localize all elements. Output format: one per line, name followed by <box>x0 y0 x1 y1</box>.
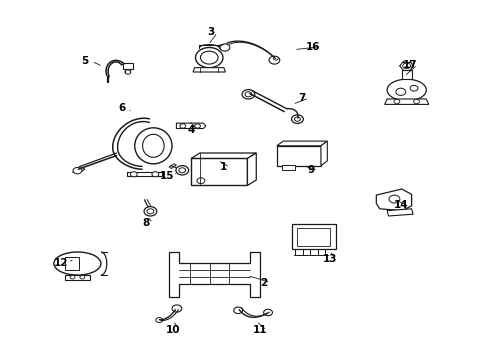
Text: 8: 8 <box>143 218 149 228</box>
Bar <box>65 257 79 270</box>
Polygon shape <box>65 275 90 280</box>
Circle shape <box>234 307 243 314</box>
Ellipse shape <box>143 134 164 157</box>
Text: 15: 15 <box>159 171 174 181</box>
Text: 10: 10 <box>166 325 180 336</box>
Text: 6: 6 <box>118 103 125 113</box>
Polygon shape <box>191 153 256 158</box>
Circle shape <box>172 305 182 312</box>
Polygon shape <box>169 252 260 297</box>
Ellipse shape <box>54 252 101 275</box>
Circle shape <box>294 117 300 121</box>
Polygon shape <box>321 141 327 166</box>
Circle shape <box>394 99 400 104</box>
Circle shape <box>245 92 252 97</box>
Circle shape <box>389 195 400 203</box>
Circle shape <box>196 48 223 68</box>
Circle shape <box>73 167 82 174</box>
Text: 13: 13 <box>322 254 337 264</box>
Bar <box>122 63 133 69</box>
Text: 12: 12 <box>54 258 69 268</box>
Bar <box>282 165 295 170</box>
Text: 17: 17 <box>403 60 418 70</box>
Circle shape <box>403 63 411 69</box>
Circle shape <box>176 166 189 175</box>
Text: 14: 14 <box>393 200 408 210</box>
Polygon shape <box>387 209 413 216</box>
Polygon shape <box>247 153 256 185</box>
Circle shape <box>292 115 303 123</box>
Ellipse shape <box>135 128 172 164</box>
Circle shape <box>264 309 272 316</box>
Circle shape <box>410 85 418 91</box>
Circle shape <box>152 172 159 177</box>
Text: 7: 7 <box>298 93 306 103</box>
Text: 1: 1 <box>220 162 226 172</box>
Ellipse shape <box>387 79 426 101</box>
Circle shape <box>242 90 255 99</box>
Circle shape <box>414 99 419 104</box>
Text: 16: 16 <box>305 42 320 52</box>
Circle shape <box>144 207 157 216</box>
Polygon shape <box>193 68 225 72</box>
Text: 11: 11 <box>252 325 267 336</box>
Circle shape <box>269 56 280 64</box>
Circle shape <box>70 275 75 279</box>
Bar <box>402 70 412 79</box>
Bar <box>297 228 330 246</box>
Circle shape <box>180 124 186 128</box>
Circle shape <box>130 172 137 177</box>
Circle shape <box>80 275 85 279</box>
Text: 5: 5 <box>81 56 88 66</box>
Circle shape <box>125 70 131 74</box>
Polygon shape <box>176 123 206 129</box>
Circle shape <box>273 57 278 60</box>
Polygon shape <box>169 164 176 168</box>
Circle shape <box>396 88 406 95</box>
Circle shape <box>156 318 163 323</box>
Polygon shape <box>376 189 412 211</box>
Polygon shape <box>73 167 85 174</box>
Text: 4: 4 <box>187 125 195 135</box>
Circle shape <box>200 51 218 64</box>
Text: 2: 2 <box>260 278 267 288</box>
Polygon shape <box>127 172 162 176</box>
Circle shape <box>195 124 200 128</box>
Bar <box>191 158 247 185</box>
Circle shape <box>220 44 230 51</box>
Circle shape <box>147 209 154 214</box>
Bar <box>292 224 336 249</box>
Bar <box>277 146 321 166</box>
Text: 9: 9 <box>308 165 315 175</box>
Text: 3: 3 <box>207 27 214 37</box>
Circle shape <box>197 178 205 184</box>
Polygon shape <box>385 99 429 104</box>
Polygon shape <box>277 141 327 146</box>
Circle shape <box>179 168 186 173</box>
